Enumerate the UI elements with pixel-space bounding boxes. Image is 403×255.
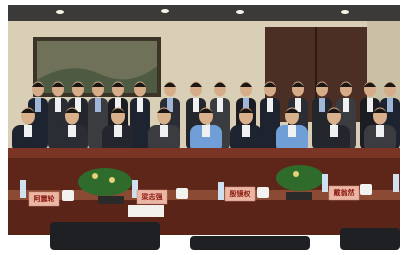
ceiling-light xyxy=(236,10,244,14)
shirt xyxy=(217,98,223,112)
ceiling xyxy=(8,5,400,21)
chair xyxy=(340,228,400,250)
shirt xyxy=(114,125,122,137)
shirt xyxy=(35,98,41,112)
water-bottle xyxy=(20,180,26,198)
name-plate-text: 阿震轮 xyxy=(34,194,55,203)
shirt xyxy=(376,125,384,137)
photo: 阿震轮 梁志强 殷镜权 戴翁然 xyxy=(0,0,403,255)
microphone-base xyxy=(286,192,312,200)
flowers xyxy=(276,165,324,191)
name-plate-text: 殷镜权 xyxy=(229,189,252,198)
water-bottle xyxy=(218,182,224,200)
paper xyxy=(128,205,164,217)
shirt xyxy=(55,98,61,112)
chair xyxy=(50,222,160,250)
cup xyxy=(176,188,188,199)
flowers xyxy=(78,168,132,196)
shirt xyxy=(330,125,338,137)
water-bottle xyxy=(322,174,328,192)
cup xyxy=(62,190,74,201)
flower xyxy=(293,171,299,177)
shirt xyxy=(267,98,273,112)
microphone-base xyxy=(98,196,124,204)
name-plate-text: 戴翁然 xyxy=(334,188,355,197)
shirt xyxy=(160,125,168,137)
shirt xyxy=(24,125,32,137)
shirt xyxy=(193,98,199,112)
shirt xyxy=(95,98,101,112)
table-top xyxy=(8,148,400,158)
flower xyxy=(92,173,98,179)
cup xyxy=(257,187,269,198)
shirt xyxy=(137,98,143,112)
shirt xyxy=(343,98,349,112)
shirt xyxy=(319,98,325,112)
shirt xyxy=(68,125,76,137)
shirt xyxy=(367,98,373,112)
flower xyxy=(109,177,115,183)
chair xyxy=(190,236,310,250)
shirt xyxy=(202,125,210,137)
ceiling-light xyxy=(56,10,64,14)
ceiling-light xyxy=(341,10,349,14)
shirt xyxy=(387,98,393,112)
shirt xyxy=(242,125,250,137)
cup xyxy=(360,184,372,195)
name-plate-text: 梁志强 xyxy=(141,192,163,201)
shirt xyxy=(288,125,296,137)
table-front xyxy=(8,158,400,190)
water-bottle xyxy=(393,174,399,192)
ceiling-light xyxy=(161,9,169,13)
